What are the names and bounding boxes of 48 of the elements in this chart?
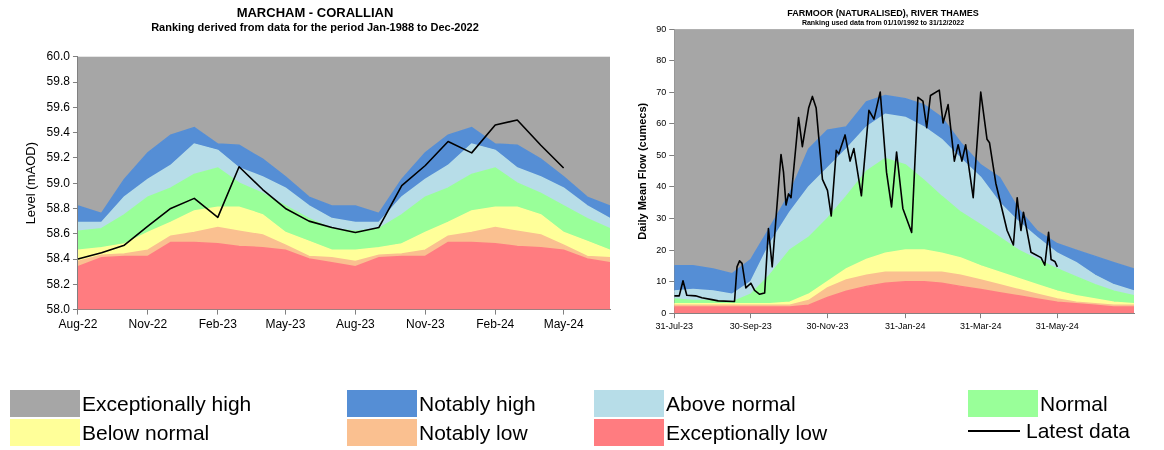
y-tick-label: 60.0 xyxy=(46,49,71,64)
y-tick-label: 58.8 xyxy=(46,200,71,215)
x-tick-label: Nov-22 xyxy=(128,317,168,332)
legend-label: Notably low xyxy=(419,420,528,445)
x-tick-label: May-24 xyxy=(543,317,584,332)
x-tick-label: 31-Jan-24 xyxy=(885,321,926,332)
y-tick-label: 58.2 xyxy=(46,276,71,291)
y-tick-label: 58.0 xyxy=(46,301,71,316)
legend-label: Notably high xyxy=(419,391,536,416)
legend-label: Above normal xyxy=(666,391,796,416)
y-tick-label: 20 xyxy=(656,244,667,255)
y-tick-label: 59.2 xyxy=(46,150,71,165)
y-tick-label: 80 xyxy=(656,55,667,66)
x-tick-label: Feb-23 xyxy=(198,317,238,332)
x-tick-label: 30-Sep-23 xyxy=(729,321,772,332)
y-tick-label: 59.0 xyxy=(46,175,71,190)
x-tick-label: 31-Jul-23 xyxy=(655,321,693,332)
legend-label: Below normal xyxy=(82,420,210,445)
y-tick-label: 59.4 xyxy=(46,124,71,139)
y-tick-label: 30 xyxy=(656,213,667,224)
chart-title: MARCHAM - CORALLIAN xyxy=(236,5,394,21)
y-tick-label: 10 xyxy=(656,276,667,287)
x-tick-label: 31-May-24 xyxy=(1035,321,1079,332)
chart-subtitle: Ranking derived from data for the period Jan-1988 to Dec-2022 xyxy=(151,21,479,34)
x-tick-label: Feb-24 xyxy=(476,317,515,332)
x-tick-label: 31-Mar-24 xyxy=(959,321,1002,332)
x-tick-label: Nov-23 xyxy=(405,317,445,332)
x-tick-label: Aug-23 xyxy=(336,317,376,332)
y-tick-label: 40 xyxy=(656,181,667,192)
y-tick-label: 70 xyxy=(656,86,667,97)
x-tick-label: 30-Nov-23 xyxy=(806,321,849,332)
y-tick-label: 59.8 xyxy=(46,74,71,89)
y-tick-label: 50 xyxy=(656,149,667,160)
y-tick-label: 60 xyxy=(656,118,667,129)
x-tick-label: Aug-22 xyxy=(58,317,98,332)
y-axis-title: Level (mAOD) xyxy=(23,142,39,225)
y-axis-title: Daily Mean Flow (cumecs) xyxy=(635,102,648,240)
y-tick-label: 0 xyxy=(661,307,667,318)
y-tick-label: 90 xyxy=(656,23,667,34)
chart-title: FARMOOR (NATURALISED), RIVER THAMES xyxy=(787,7,979,18)
y-tick-label: 58.6 xyxy=(46,226,71,241)
y-tick-label: 59.6 xyxy=(46,99,71,114)
legend-label: Latest data xyxy=(1026,419,1130,443)
x-tick-label: May-23 xyxy=(265,317,306,332)
legend-label: Normal xyxy=(1040,391,1108,416)
legend-label: Exceptionally low xyxy=(666,420,828,445)
y-tick-label: 58.4 xyxy=(46,251,71,266)
legend-label: Exceptionally high xyxy=(82,391,252,416)
